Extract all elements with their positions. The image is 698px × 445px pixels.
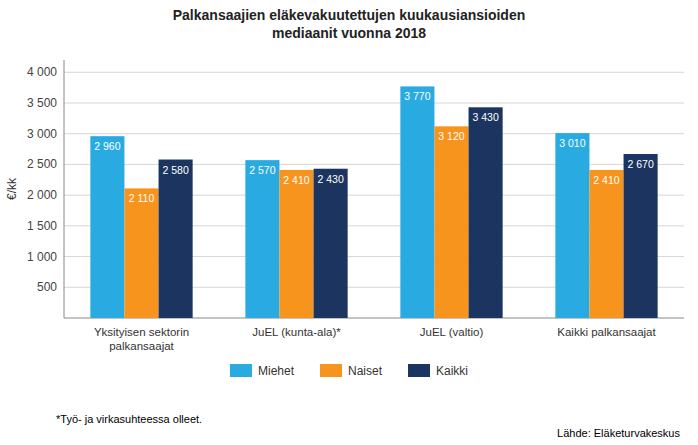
legend-item: Naiset [320, 364, 383, 378]
y-axis-label: €/kk [5, 177, 19, 200]
bar [245, 160, 279, 318]
legend-swatch [230, 364, 252, 377]
x-tick-label: JuEL (valtio) [420, 326, 484, 338]
value-label: 2 410 [593, 174, 619, 186]
chart: Palkansaajien eläkevakuutettujen kuukaus… [0, 0, 698, 445]
x-tick-label: Yksityisen sektorinpalkansaajat [94, 326, 189, 352]
bar [159, 160, 193, 318]
value-label: 3 010 [559, 137, 585, 149]
value-label: 3 430 [472, 111, 498, 123]
bar [434, 126, 468, 318]
y-tick-label: 1 500 [27, 219, 57, 233]
legend-swatch [320, 364, 342, 377]
y-tick-label: 500 [37, 280, 57, 294]
y-tick-label: 1 000 [27, 250, 57, 264]
value-label: 2 110 [129, 192, 155, 204]
y-tick-label: 3 000 [27, 127, 57, 141]
legend-label: Miehet [258, 364, 295, 378]
x-tick-label: Kaikki palkansaajat [557, 326, 656, 338]
bar [469, 107, 503, 318]
value-label: 2 580 [162, 164, 188, 176]
y-tick-label: 4 000 [27, 65, 57, 79]
bar [314, 169, 348, 318]
value-label: 2 670 [627, 158, 653, 170]
bar [124, 188, 158, 318]
title: Palkansaajien eläkevakuutettujen kuukaus… [173, 7, 525, 41]
y-axis-line [64, 60, 65, 318]
legend-item: Miehet [230, 364, 295, 378]
legend-label: Kaikki [436, 364, 468, 378]
value-label: 3 120 [438, 130, 464, 142]
footnote: *Työ- ja virkasuhteessa olleet. [56, 413, 202, 425]
legend-swatch [408, 364, 430, 377]
legend-label: Naiset [348, 364, 383, 378]
y-tick-label: 3 500 [27, 96, 57, 110]
y-tick-label: 2 000 [27, 188, 57, 202]
bar [624, 154, 658, 318]
grid-line [64, 164, 684, 165]
value-label: 3 770 [404, 90, 430, 102]
value-label: 2 960 [94, 140, 120, 152]
bar [555, 133, 589, 318]
x-tick-label: JuEL (kunta-ala)* [252, 326, 341, 338]
grid-line [64, 133, 684, 134]
value-label: 2 410 [283, 174, 309, 186]
grid-line [64, 103, 684, 104]
bars [90, 86, 657, 318]
value-labels: 2 960 2 570 3 770 3 010 2 110 2 410 3 120 2 410… [94, 90, 654, 204]
value-label: 2 430 [317, 173, 343, 185]
source: Lähde: Eläketurvakeskus [557, 427, 680, 439]
bar [279, 170, 313, 318]
legend: Miehet Naiset Kaikki [230, 364, 468, 378]
bar [90, 136, 124, 318]
grid-line [64, 72, 684, 73]
value-label: 2 570 [249, 164, 275, 176]
y-tick-label: 2 500 [27, 157, 57, 171]
legend-item: Kaikki [408, 364, 468, 378]
bar [589, 170, 623, 318]
bar [400, 86, 434, 318]
